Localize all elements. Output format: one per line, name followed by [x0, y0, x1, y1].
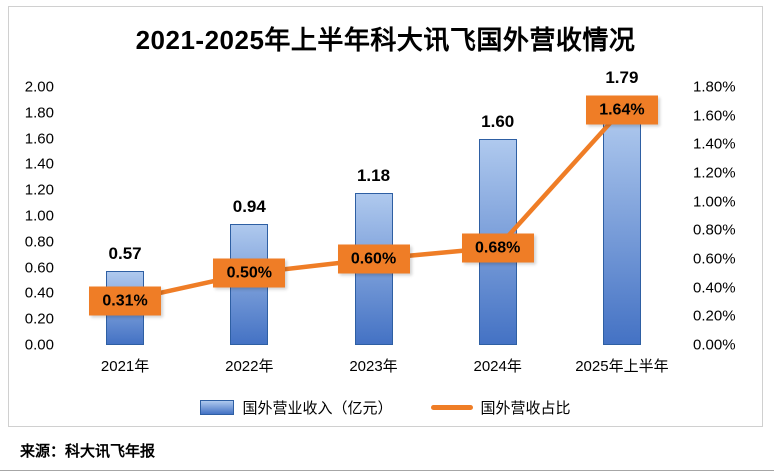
y-axis-right-tick: 0.60%: [693, 250, 736, 268]
x-axis-category-label: 2024年: [473, 358, 522, 375]
plot-wrapper: 2.00 1.80 1.60 1.40 1.20 1.00 0.80 0.60 0.40 0.20…: [9, 68, 762, 375]
bar-data-label: 1.18: [356, 165, 391, 185]
bar-2025年上半年: [602, 114, 641, 345]
line-data-label: 1.64%: [585, 95, 658, 125]
plot-area: 0.31% 0.57 2021年 0.50% 0.94 2022年 0.60% 1.18 202…: [63, 68, 684, 375]
y-axis-left-tick: 1.20: [24, 181, 54, 199]
line-data-label: 0.50%: [213, 258, 286, 288]
bar-series-swatch-icon: [200, 400, 235, 415]
y-axis-right-tick: 1.40%: [693, 135, 736, 153]
x-axis-category-label: 2022年: [225, 358, 274, 375]
chart-title: 2021-2025年上半年科大讯飞国外营收情况: [135, 25, 636, 55]
y-axis-left-tick: 0.40: [24, 284, 54, 302]
y-axis-right-tick: 0.20%: [693, 307, 736, 325]
y-axis-left-tick: 1.00: [24, 207, 54, 225]
legend-line-label: 国外营收占比: [480, 400, 571, 417]
y-axis-left-tick: 0.60: [24, 259, 54, 277]
legend-item-line-series: 国外营收占比: [430, 397, 571, 418]
bar-data-label: 1.60: [481, 111, 515, 131]
bar-data-label: 0.94: [232, 196, 266, 216]
source-note: 来源：科大讯飞年报: [20, 443, 156, 460]
y-axis-right-tick: 1.80%: [693, 78, 736, 96]
legend: 国外营业收入（亿元） 国外营收占比: [9, 397, 762, 418]
line-series-swatch-icon: [430, 405, 473, 410]
y-axis-left: 2.00 1.80 1.60 1.40 1.20 1.00 0.80 0.60 0.40 0.20…: [13, 79, 63, 354]
y-axis-right-tick: 1.60%: [693, 107, 736, 125]
bar-data-label: 0.57: [108, 244, 142, 264]
x-axis-category-label: 2021年: [100, 358, 150, 375]
y-axis-left-tick: 1.40: [24, 155, 54, 173]
legend-item-bar-series: 国外营业收入（亿元）: [200, 397, 393, 418]
y-axis-left-tick: 1.60: [24, 130, 54, 148]
y-axis-left-tick: 2.00: [24, 78, 54, 96]
legend-bar-label: 国外营业收入（亿元）: [242, 400, 393, 417]
y-axis-right-tick: 0.80%: [693, 221, 736, 239]
x-axis-category-label: 2023年: [349, 358, 398, 375]
x-axis-category-label: 2025年上半年: [575, 358, 669, 375]
y-axis-right-tick: 0.00%: [693, 336, 736, 354]
line-data-label: 0.60%: [337, 244, 410, 274]
chart-container: 2021-2025年上半年科大讯飞国外营收情况 2.00 1.80 1.60 1.40…: [8, 6, 763, 427]
line-data-label: 0.68%: [461, 233, 534, 263]
y-axis-right-tick: 1.20%: [693, 164, 736, 182]
y-axis-left-tick: 1.80: [24, 104, 54, 122]
y-axis-left-tick: 0.20: [24, 310, 54, 328]
y-axis-right: 1.80% 1.60% 1.40% 1.20% 1.00% 0.80% 0.60% 0.40%…: [684, 79, 758, 354]
y-axis-right-tick: 0.40%: [693, 279, 736, 297]
bar-data-label: 1.79: [605, 67, 639, 87]
y-axis-left-tick: 0.80: [24, 233, 54, 251]
y-axis-left-tick: 0.00: [24, 336, 54, 354]
line-data-label: 0.31%: [89, 286, 162, 316]
bottom-divider: [0, 470, 774, 471]
y-axis-right-tick: 1.00%: [693, 193, 736, 211]
